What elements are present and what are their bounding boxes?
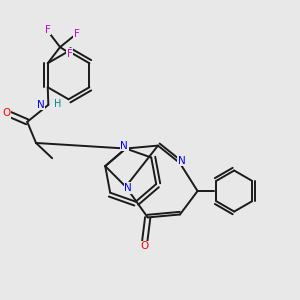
Text: F: F bbox=[67, 49, 73, 59]
Text: F: F bbox=[74, 29, 80, 39]
Text: N: N bbox=[120, 141, 128, 151]
Text: F: F bbox=[45, 25, 51, 34]
Text: O: O bbox=[141, 241, 149, 251]
Text: N: N bbox=[124, 183, 132, 193]
Text: H: H bbox=[54, 99, 61, 109]
Text: N: N bbox=[178, 156, 185, 166]
Text: O: O bbox=[3, 108, 11, 118]
Text: N: N bbox=[37, 100, 45, 110]
